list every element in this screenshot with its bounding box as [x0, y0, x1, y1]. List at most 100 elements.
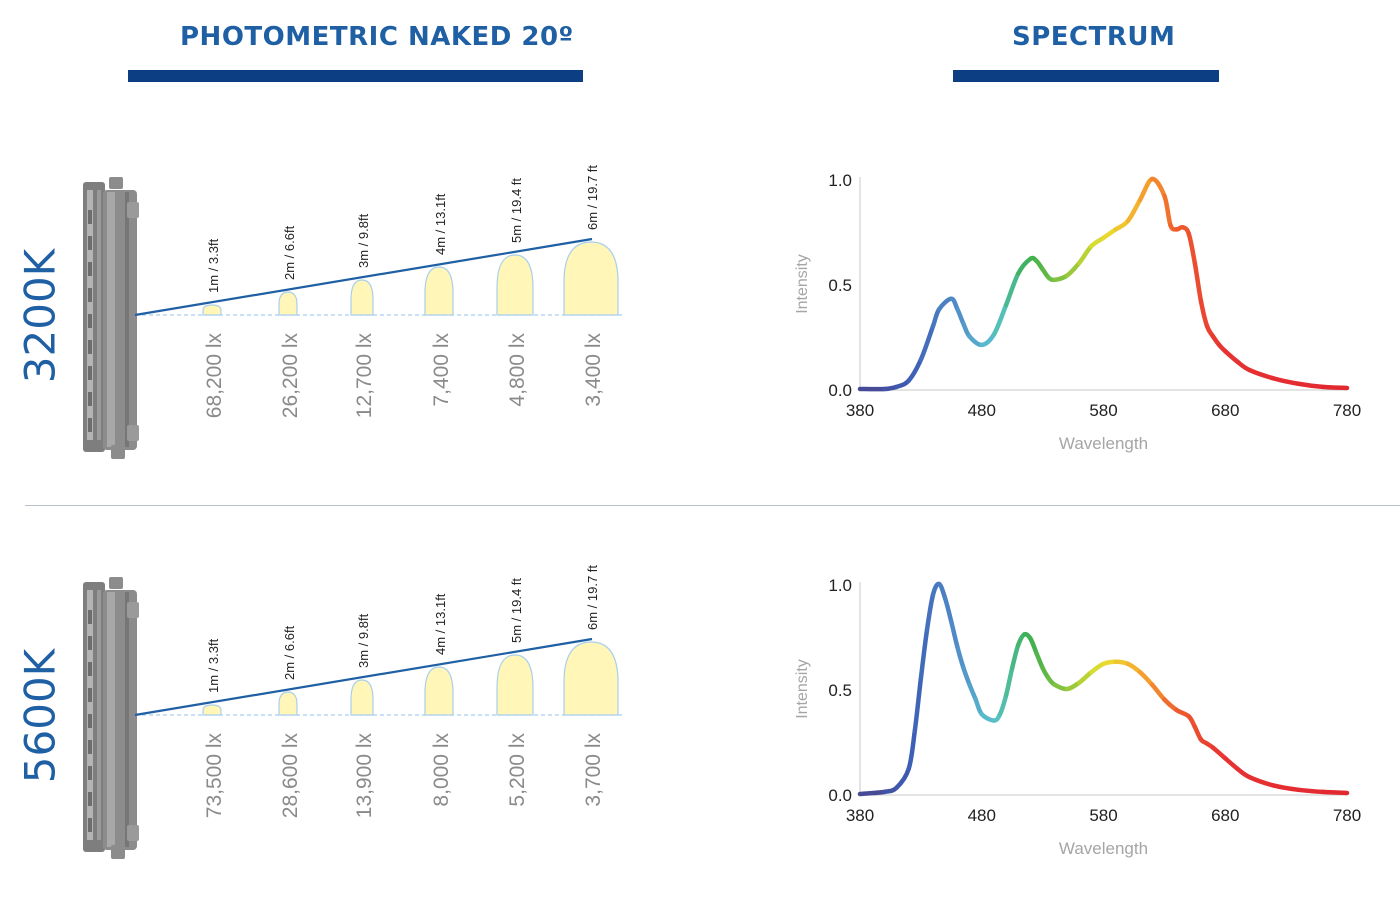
spectrum-segment [906, 728, 918, 772]
spectrum-segment [1034, 651, 1045, 671]
x-tick-label: 380 [846, 401, 874, 420]
spectrum-segment [1192, 260, 1204, 304]
x-tick-label: 780 [1333, 401, 1361, 420]
spectrum-chart-5600k: 0.0 0.5 1.0 380 480 580 680 780 Wavelength Intens… [794, 576, 1361, 858]
spectrum-segment [1076, 243, 1094, 266]
spectrum-segment [967, 682, 978, 702]
distance-label: 2m / 6.6ft [282, 225, 297, 280]
cct-label-text: 3200K [15, 248, 65, 384]
spectrum-segment [1016, 256, 1033, 276]
lux-label: 13,900 lx [353, 733, 376, 819]
lux-label: 26,200 lx [279, 333, 302, 419]
y-tick-label: 0.0 [828, 786, 852, 805]
x-tick-label: 580 [1089, 806, 1117, 825]
panel-divider [25, 505, 1400, 506]
spectrum-segment [1320, 384, 1350, 391]
beam-cone-1 [202, 304, 222, 316]
beam-cone-2 [278, 691, 298, 716]
spectrum-segment [1149, 176, 1167, 199]
distance-label: 6m / 19.7 ft [585, 165, 600, 230]
spectrum-segment [961, 665, 972, 688]
x-tick-label: 580 [1089, 401, 1117, 420]
y-tick-label: 0.5 [828, 276, 852, 295]
spectrum-segment [1003, 271, 1021, 308]
spectrum-segment [979, 332, 997, 348]
x-tick-label: 780 [1333, 806, 1361, 825]
spectrum-segment [1320, 789, 1350, 796]
spectrum-segment [991, 302, 1009, 337]
spectrum-segment [1210, 745, 1228, 761]
spectrum-segment [924, 592, 936, 633]
spectrum-segment [1137, 669, 1155, 688]
photometric-title: PHOTOMETRIC NAKED 20º [180, 22, 574, 52]
spectrum-segment [1271, 376, 1301, 386]
spectrum-segment [997, 693, 1009, 717]
spectrum-segment [918, 627, 930, 681]
beam-cone-4 [424, 266, 454, 316]
lux-label: 3,700 lx [582, 733, 605, 807]
beam-cone-1 [202, 704, 222, 716]
spectrum-segment [1186, 231, 1198, 266]
spectrum-segment [912, 676, 924, 734]
photometric-title-bar [128, 70, 583, 82]
distance-label: 1m / 3.3ft [206, 638, 221, 693]
beam-cone-3 [350, 279, 374, 316]
lux-label: 68,200 lx [203, 333, 226, 419]
distance-label: 1m / 3.3ft [206, 238, 221, 293]
spectrum-segment [1223, 756, 1240, 772]
y-tick-label: 0.5 [828, 681, 852, 700]
beam-cone-5 [496, 254, 534, 316]
lux-label: 8,000 lx [430, 733, 453, 807]
spectrum-chart-3200k: 0.0 0.5 1.0 380 480 580 680 780 Wavelength Intens… [794, 171, 1361, 453]
spectrum-segment [1162, 193, 1173, 228]
spectrum-segment [1125, 197, 1143, 224]
lux-label: 28,600 lx [279, 733, 302, 819]
x-axis-label: Wavelength [1059, 839, 1148, 858]
spectrum-segment [936, 581, 948, 601]
spectrum-line [857, 176, 1350, 392]
y-tick-label: 1.0 [828, 171, 852, 190]
spectrum-segment [1247, 774, 1277, 788]
spectrum-segment [1198, 298, 1210, 329]
x-tick-label: 680 [1211, 401, 1239, 420]
distance-label: 5m / 19.4 ft [509, 178, 524, 243]
spectrum-segment [942, 596, 954, 625]
spectrum-segment [1247, 367, 1277, 381]
x-tick-label: 380 [846, 806, 874, 825]
spectrum-segment [1064, 260, 1082, 278]
spectrum-segment [1296, 381, 1325, 390]
spectrum-segment [1296, 787, 1325, 795]
beam-cone-6 [563, 241, 619, 316]
photometric-diagram-3200k: 1m / 3.3ft 2m / 6.6ft 3m / 9.8ft 4m / 13.1f… [83, 165, 623, 459]
spectrum-segment [955, 644, 966, 671]
lux-label: 3,400 lx [582, 333, 605, 407]
spectrum-segment [1028, 636, 1039, 656]
distance-label: 4m / 13.1ft [433, 593, 448, 655]
distance-label: 2m / 6.6ft [282, 625, 297, 680]
x-tick-label: 480 [968, 401, 996, 420]
spectrum-segment [1271, 783, 1301, 793]
spectrum-segment [857, 789, 887, 797]
lux-label: 7,400 lx [430, 333, 453, 407]
distance-label: 3m / 9.8ft [356, 213, 371, 268]
beam-spread-line [134, 637, 593, 717]
spectrum-segment [1162, 697, 1179, 713]
y-tick-label: 0.0 [828, 381, 852, 400]
spectrum-segment [973, 697, 984, 717]
beam-cone-6 [563, 641, 619, 716]
spectrum-segment [918, 323, 936, 362]
spectrum-title: SPECTRUM [1012, 22, 1176, 52]
distance-label: 3m / 9.8ft [356, 613, 371, 668]
beam-spread-line [134, 237, 593, 317]
spectrum-segment [1149, 682, 1167, 702]
distance-label: 5m / 19.4 ft [509, 578, 524, 643]
beam-cone-2 [278, 291, 298, 316]
x-tick-label: 680 [1211, 806, 1239, 825]
spectrum-segment [949, 619, 960, 650]
beam-cone-4 [424, 666, 454, 716]
spectrum-segment [894, 766, 911, 790]
lux-label: 73,500 lx [203, 733, 226, 819]
x-axis-label: Wavelength [1059, 434, 1148, 453]
lux-label: 4,800 lx [506, 333, 529, 407]
y-tick-label: 1.0 [828, 576, 852, 595]
